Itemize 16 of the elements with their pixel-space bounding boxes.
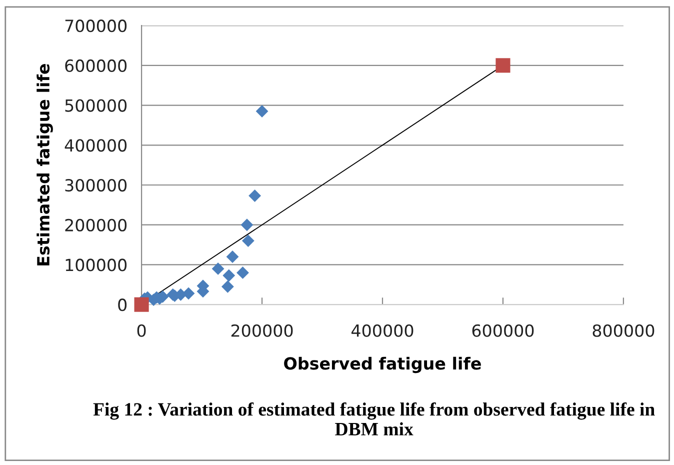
- y-tick-label: 700000: [65, 20, 127, 32]
- x-tick-label: 600000: [472, 324, 534, 337]
- y-tick-label: 200000: [65, 218, 127, 232]
- x-tick-label: 400000: [352, 324, 414, 337]
- y-axis-title: Estimated fatigue life: [36, 64, 53, 266]
- y-tick-label: 0: [118, 298, 127, 312]
- y-tick-label: 600000: [65, 59, 127, 72]
- caption: Fig 12 : Variation of estimated fatigue life from observed fatigue life in DBM mix: [93, 402, 655, 436]
- y-tick-label: 100000: [66, 258, 127, 272]
- x-tick-label: 200000: [231, 324, 293, 337]
- x-tick-label: 800000: [592, 324, 654, 337]
- x-tick-label: 0: [137, 324, 146, 337]
- x-axis-title: Observed fatigue life: [284, 356, 481, 374]
- y-tick-label: 500000: [65, 99, 127, 112]
- y-tick-label: 400000: [64, 139, 127, 152]
- y-tick-label: 300000: [65, 178, 127, 192]
